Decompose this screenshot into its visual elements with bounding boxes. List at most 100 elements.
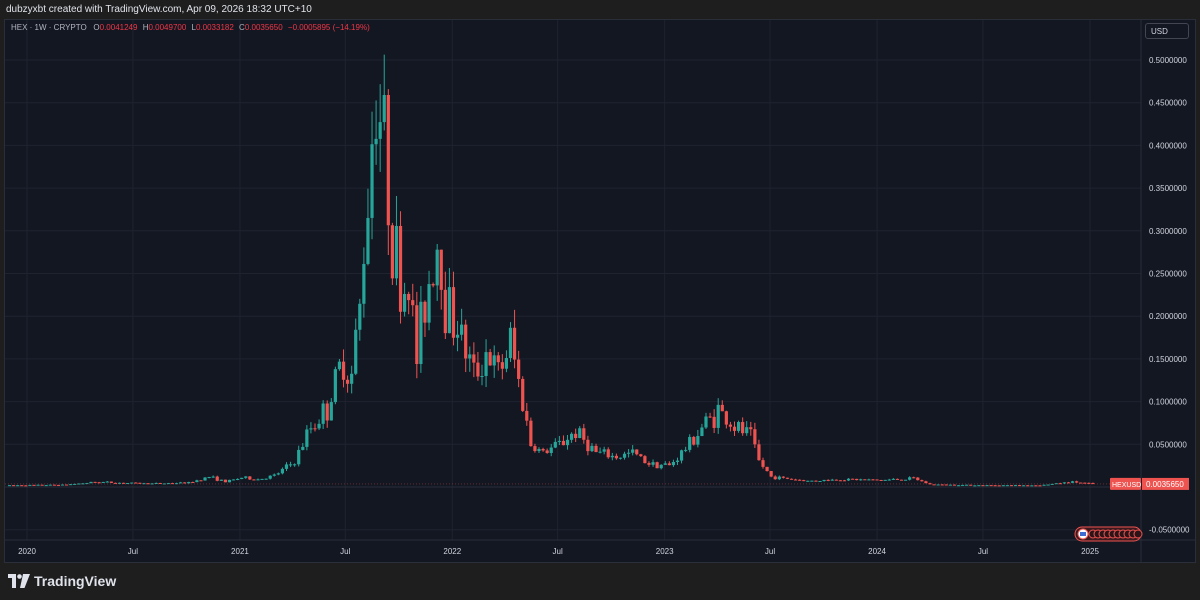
price-tick-label: 0.3500000	[1149, 184, 1187, 193]
legend-open-value: 0.0041249	[99, 23, 138, 32]
candle-body	[692, 436, 696, 445]
candle	[1026, 485, 1030, 487]
candle	[358, 298, 362, 341]
price-tick-label: 0.2500000	[1149, 270, 1187, 279]
candle	[105, 480, 109, 483]
candle	[749, 421, 753, 436]
candle-body	[305, 429, 309, 447]
candle	[830, 478, 834, 481]
candle-body	[586, 439, 590, 452]
candle	[977, 484, 981, 487]
candle	[240, 477, 244, 480]
candle	[109, 481, 113, 484]
price-scale[interactable]: 0.5000000 0.4500000 0.4000000 0.3500000 0.30…	[1149, 56, 1190, 535]
candle	[386, 89, 390, 256]
candle	[276, 472, 280, 476]
candle-body	[647, 463, 651, 465]
candle	[569, 432, 574, 443]
candle	[679, 449, 684, 464]
candle	[284, 462, 289, 472]
candle-body	[521, 378, 525, 411]
candle	[822, 479, 826, 482]
candle-body	[745, 427, 749, 434]
candle	[969, 484, 973, 486]
candle	[557, 435, 561, 446]
price-chart[interactable]: 0.5000000 0.4500000 0.4000000 0.3500000 0.30…	[5, 20, 1195, 562]
candle	[879, 479, 883, 481]
candle-body	[960, 484, 965, 486]
candle-body	[341, 361, 346, 380]
legend-low-value: 0.0033182	[195, 23, 234, 32]
candle-body	[268, 475, 272, 479]
candle	[684, 446, 688, 453]
price-tick-label: 0.4000000	[1149, 141, 1187, 150]
currency-button[interactable]: USD	[1145, 23, 1189, 39]
candle-body	[504, 358, 509, 369]
candle-body	[407, 293, 411, 301]
candle	[1005, 485, 1009, 487]
time-tick-label: Jul	[978, 547, 988, 556]
candle-body	[834, 479, 838, 481]
candle	[826, 479, 830, 482]
candle	[488, 348, 492, 366]
candle	[195, 479, 199, 483]
candle	[472, 342, 476, 378]
candle-body	[741, 422, 745, 434]
candle	[643, 455, 647, 464]
time-tick-label: 2023	[656, 547, 674, 556]
chart-panel[interactable]: 0.5000000 0.4500000 0.4000000 0.3500000 0.30…	[4, 19, 1196, 563]
candle-body	[134, 482, 138, 484]
flag-icon-stripe	[1080, 532, 1086, 536]
candle-body	[757, 444, 761, 461]
candle	[834, 479, 838, 481]
candle	[590, 443, 594, 453]
candle	[508, 322, 513, 362]
candle-body	[969, 484, 973, 486]
candle	[773, 475, 777, 480]
candle	[219, 479, 223, 481]
candle-body	[512, 327, 517, 360]
time-axis[interactable]: 2020 Jul 2021 Jul 2022 Jul 2023 Jul 2024 Jul 2025	[18, 547, 1099, 556]
legend-high-value: 0.0049700	[148, 23, 187, 32]
legend-low-label: L	[191, 23, 196, 32]
candle	[631, 445, 635, 456]
candle	[77, 483, 81, 485]
candle	[842, 479, 847, 482]
candle-body	[761, 460, 765, 467]
candle	[574, 428, 578, 443]
candle-body	[908, 477, 912, 480]
candle-body	[77, 483, 81, 485]
candle	[1058, 482, 1062, 485]
candle	[859, 478, 863, 481]
candle	[16, 485, 20, 487]
candle	[56, 484, 61, 486]
candle-body	[60, 484, 65, 486]
candle	[1066, 481, 1071, 484]
candle-body	[272, 474, 276, 476]
candle-body	[728, 424, 733, 427]
candle	[484, 339, 488, 388]
candle	[903, 479, 908, 481]
candle	[944, 484, 948, 486]
candle	[989, 484, 993, 487]
event-marker[interactable]	[1133, 529, 1143, 539]
candle-body	[52, 484, 56, 486]
candle-body	[785, 477, 790, 479]
candle-body	[1026, 485, 1030, 487]
candle-body	[207, 477, 211, 479]
candle	[20, 485, 24, 487]
candle	[7, 485, 12, 487]
candle-body	[382, 94, 386, 123]
tradingview-logo[interactable]: TradingView	[8, 571, 116, 591]
candle-body	[879, 479, 883, 481]
candle-body	[293, 464, 297, 466]
candle-body	[895, 478, 900, 480]
event-markers[interactable]	[1074, 526, 1143, 542]
candle	[753, 422, 757, 448]
candle-body	[325, 403, 329, 421]
candle-body	[394, 225, 399, 279]
candle	[635, 449, 639, 456]
price-tick-label: 0.2000000	[1149, 312, 1187, 321]
candle-body	[716, 404, 720, 428]
candle-body	[977, 485, 981, 487]
